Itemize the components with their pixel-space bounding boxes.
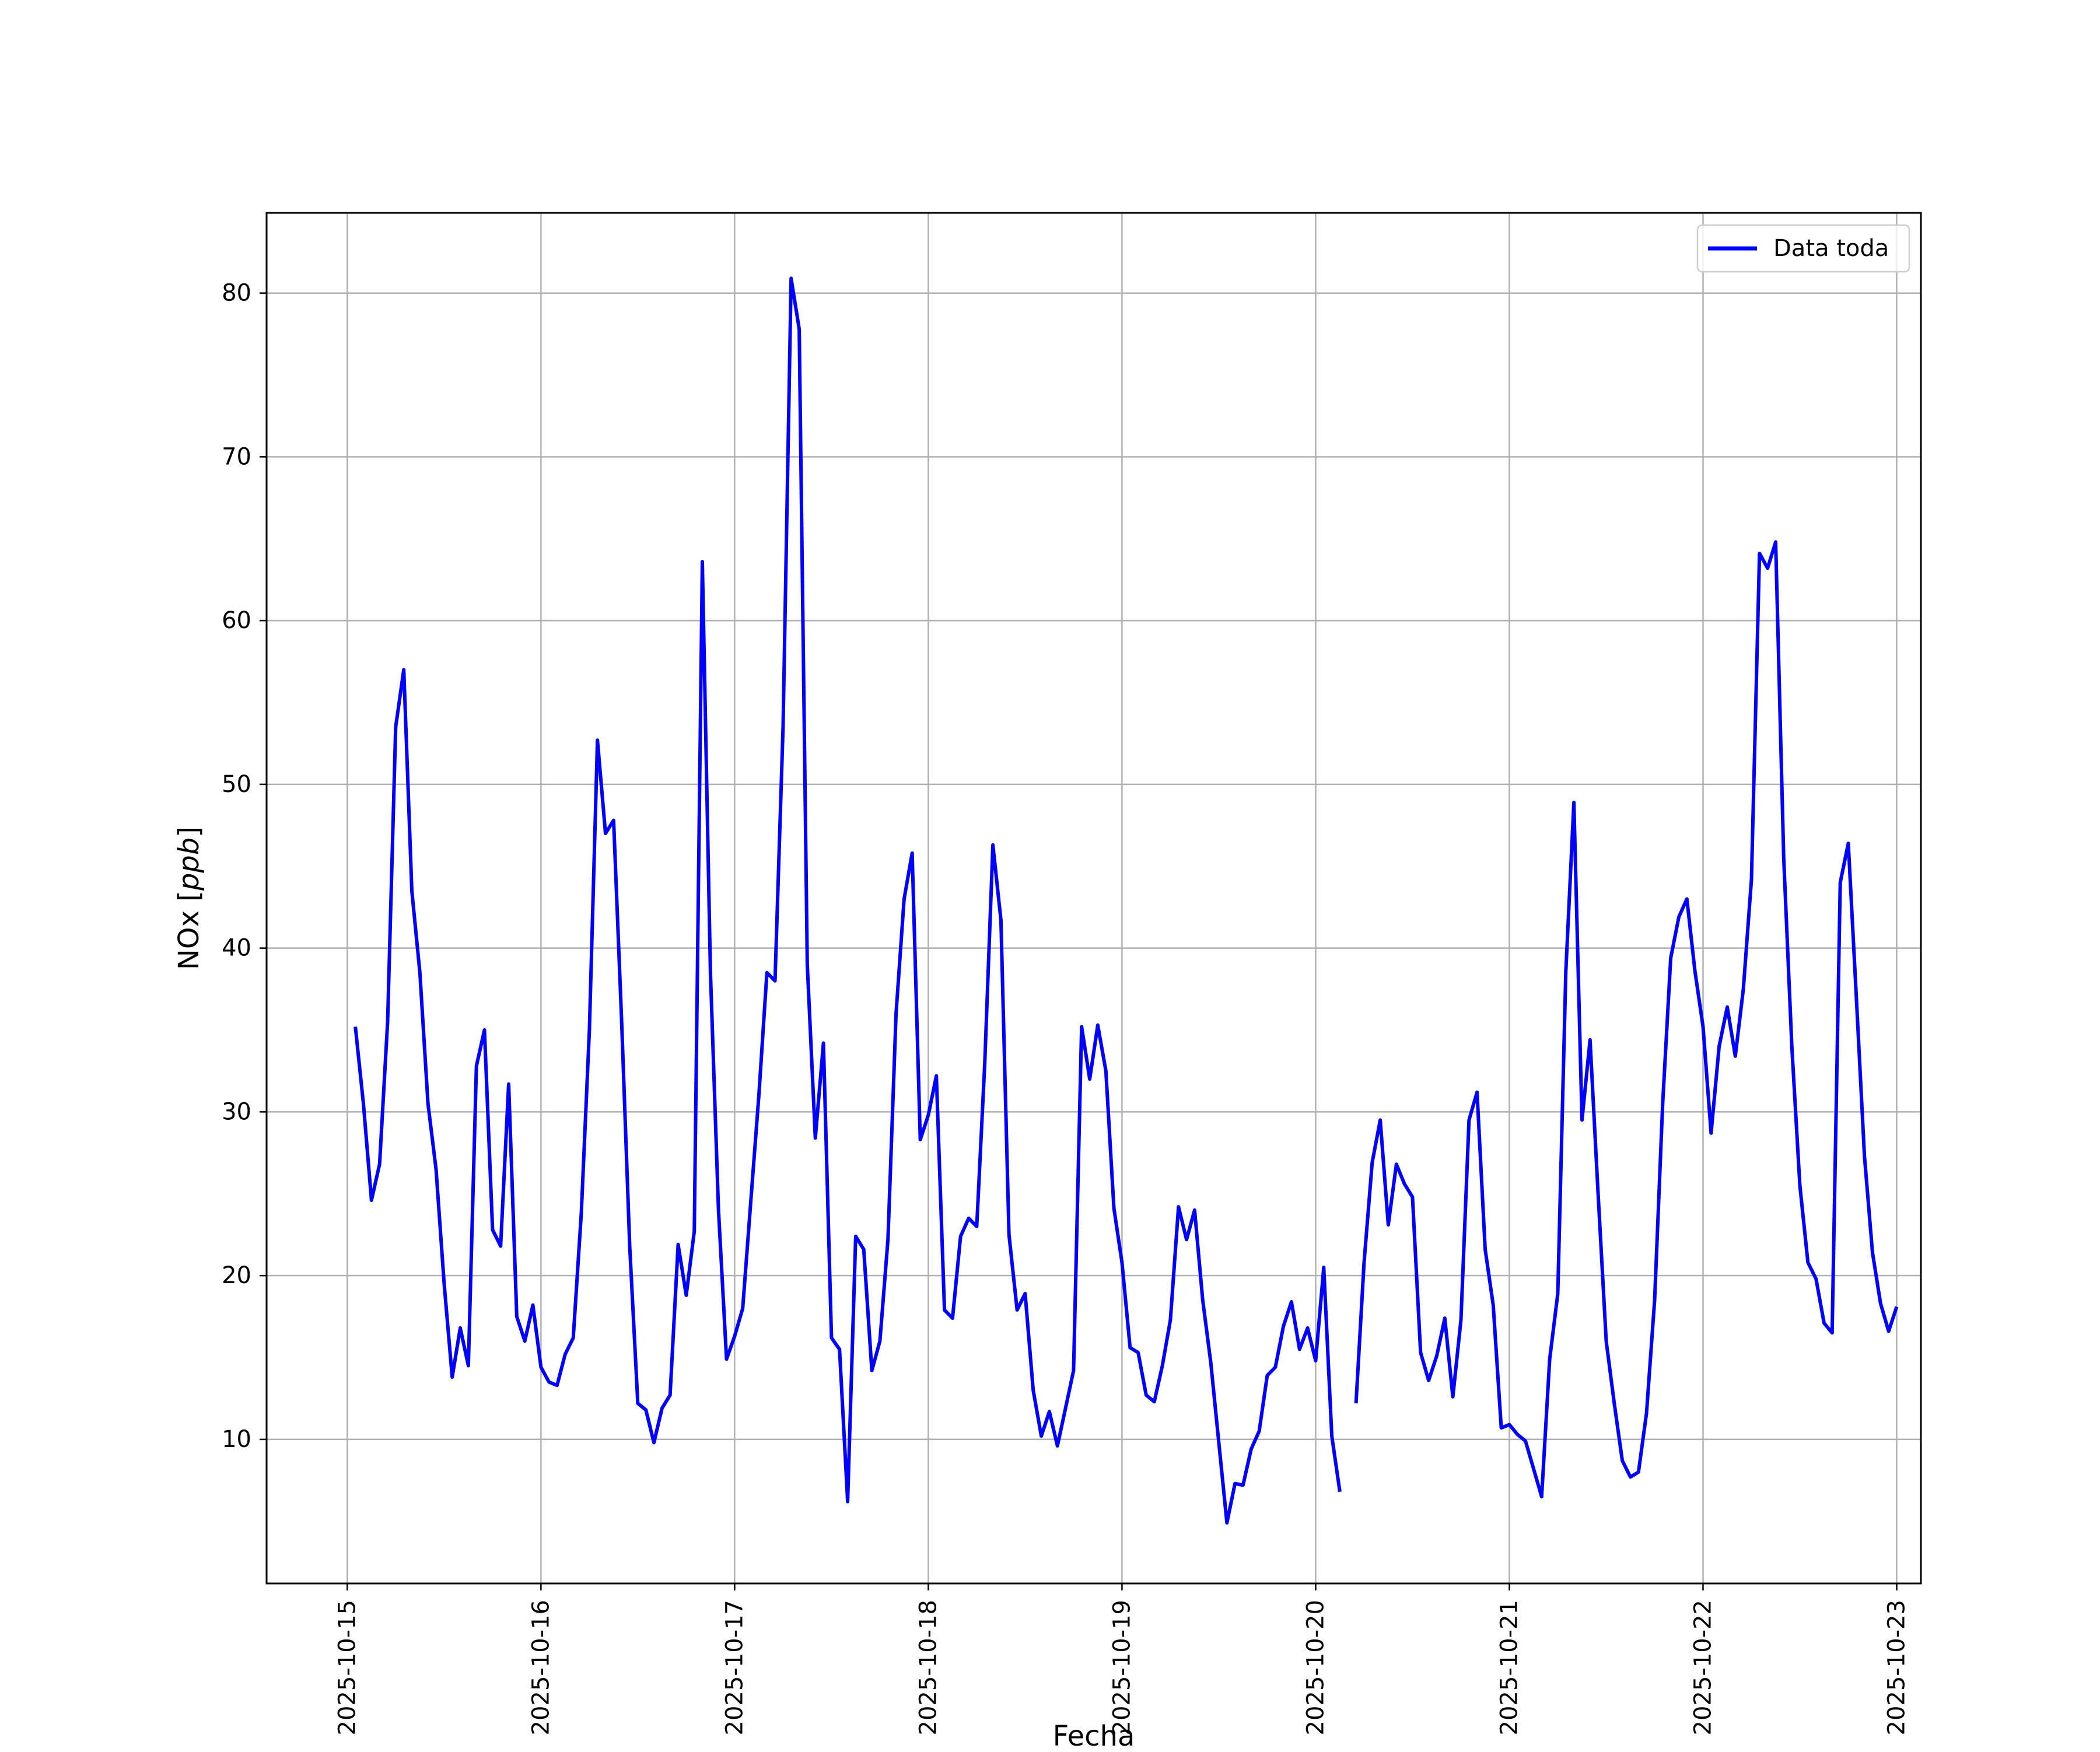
y-tick-label: 70 [222,443,251,470]
series-line [354,276,1899,1525]
y-tick-label: 50 [222,771,251,798]
x-tick-label: 2025-10-19 [1108,1600,1135,1735]
y-tick-label: 10 [222,1426,251,1453]
y-tick-label: 80 [222,280,251,307]
x-tick-label: 2025-10-20 [1302,1600,1329,1735]
y-tick-label: 30 [222,1098,251,1125]
x-tick-label: 2025-10-17 [721,1600,748,1735]
y-tick-label: 40 [222,935,251,962]
x-tick-label: 2025-10-22 [1689,1600,1716,1735]
y-axis-label-unit: ppb [173,838,205,891]
y-tick-label: 20 [222,1262,251,1289]
gridlines [267,213,1921,1583]
y-tick-label: 60 [222,607,251,634]
x-axis-label: Fecha [1053,1720,1135,1750]
x-tick-label: 2025-10-21 [1496,1600,1522,1735]
y-axis-label: NOx [ppb] [173,826,205,970]
series-layer [354,276,1899,1525]
legend: Data toda [1696,224,1910,273]
x-tick-label: 2025-10-15 [334,1600,360,1735]
ticks: 2025-10-15 2025-10-16 2025-10-17 2025-10-18… [222,280,1910,1736]
x-tick-label: 2025-10-23 [1883,1600,1910,1735]
legend-label: Data toda [1773,235,1889,262]
x-tick-label: 2025-10-18 [915,1600,942,1735]
plot-frame [265,212,1922,1585]
x-tick-label: 2025-10-16 [527,1600,554,1735]
y-axis-label-quantity: NOx [173,910,205,970]
legend-box [1696,224,1910,273]
